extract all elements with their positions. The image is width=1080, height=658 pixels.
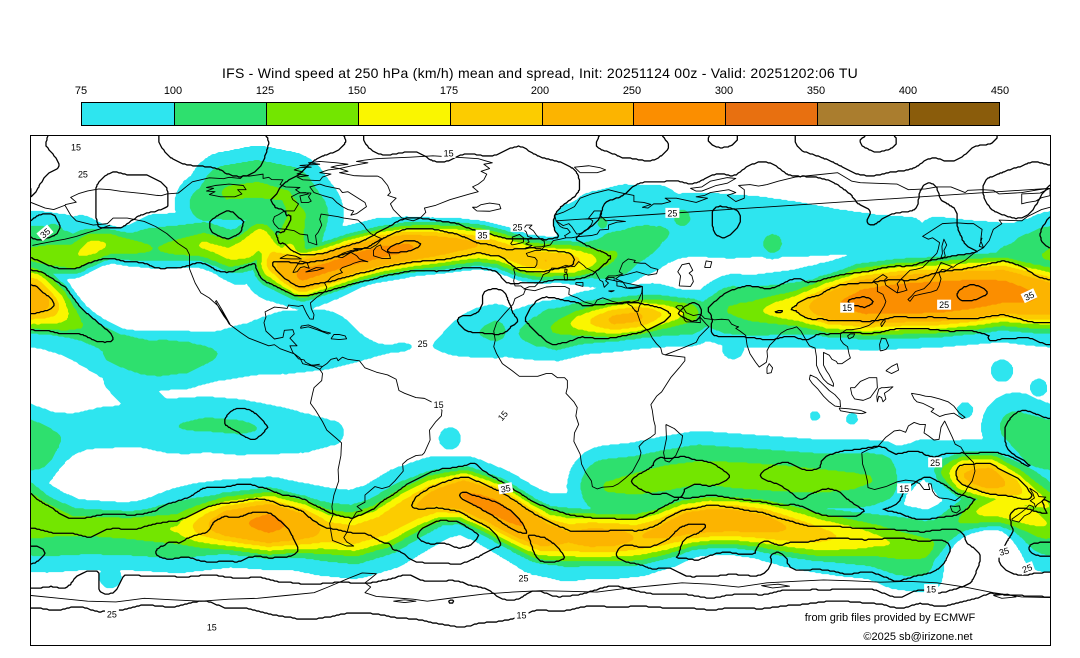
svg-text:25: 25 bbox=[930, 458, 940, 468]
svg-text:25: 25 bbox=[1021, 562, 1034, 575]
svg-text:35: 35 bbox=[38, 226, 52, 240]
svg-text:25: 25 bbox=[667, 208, 677, 218]
svg-text:25: 25 bbox=[939, 300, 949, 310]
svg-text:15: 15 bbox=[444, 148, 454, 158]
svg-text:15: 15 bbox=[842, 303, 852, 313]
svg-text:35: 35 bbox=[998, 546, 1010, 558]
svg-text:35: 35 bbox=[478, 230, 488, 240]
svg-text:15: 15 bbox=[496, 409, 510, 423]
svg-text:25: 25 bbox=[107, 610, 117, 620]
svg-text:35: 35 bbox=[1023, 289, 1036, 302]
svg-text:15: 15 bbox=[434, 400, 444, 410]
svg-text:15: 15 bbox=[207, 623, 217, 633]
svg-text:15: 15 bbox=[899, 484, 909, 494]
svg-text:25: 25 bbox=[513, 222, 523, 232]
svg-text:35: 35 bbox=[500, 483, 512, 495]
svg-text:25: 25 bbox=[519, 574, 529, 584]
svg-text:15: 15 bbox=[71, 142, 81, 152]
svg-text:15: 15 bbox=[926, 585, 936, 595]
svg-text:15: 15 bbox=[517, 611, 527, 621]
svg-text:25: 25 bbox=[418, 339, 428, 349]
svg-text:25: 25 bbox=[78, 169, 88, 179]
